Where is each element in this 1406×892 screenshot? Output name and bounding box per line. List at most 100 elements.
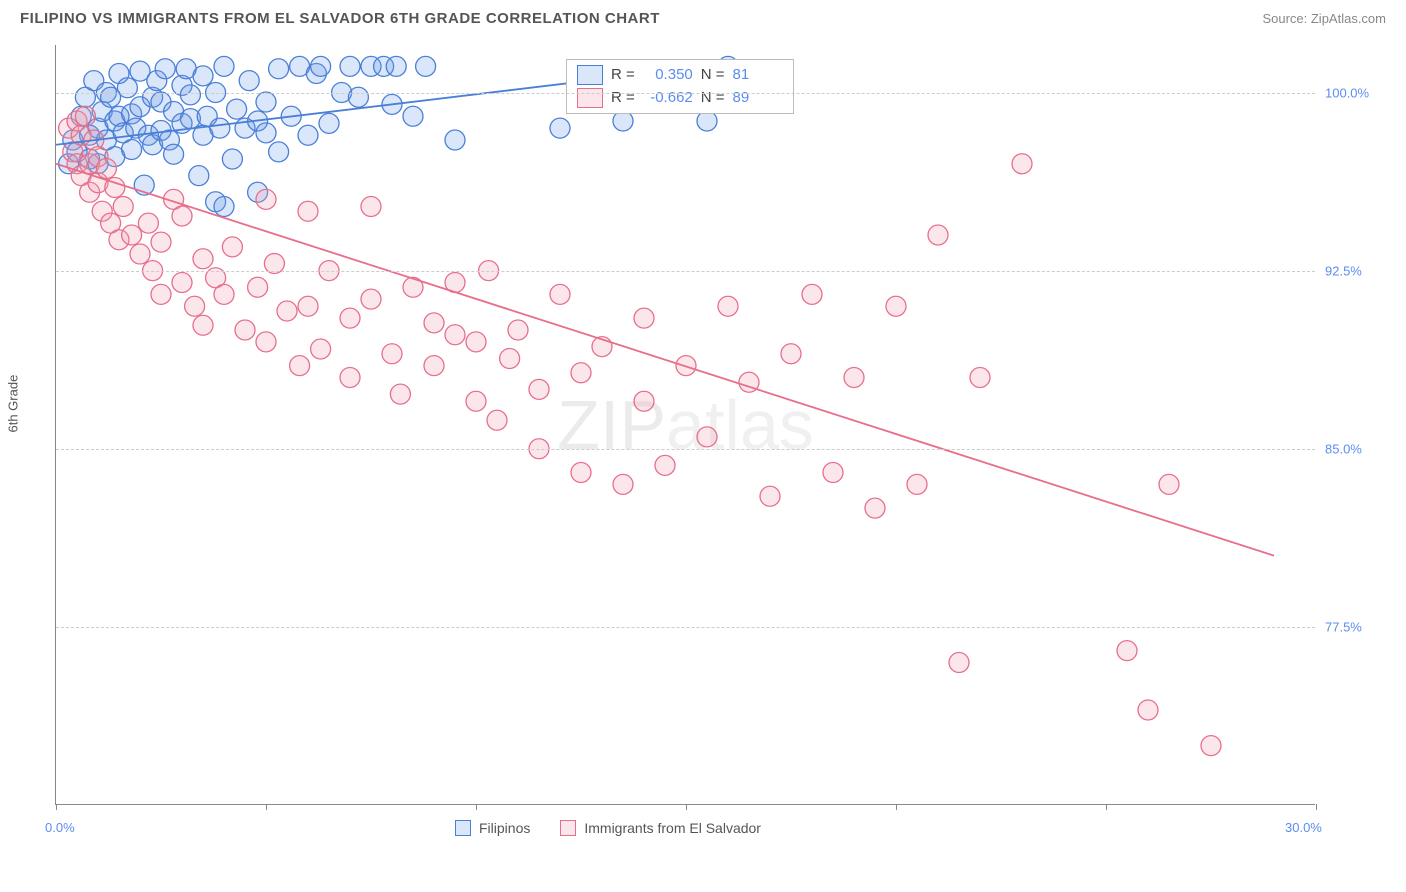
data-point bbox=[390, 384, 410, 404]
data-point bbox=[319, 113, 339, 133]
data-point bbox=[508, 320, 528, 340]
data-point bbox=[529, 379, 549, 399]
legend-swatch bbox=[577, 65, 603, 85]
data-point bbox=[138, 213, 158, 233]
data-point bbox=[760, 486, 780, 506]
gridline bbox=[56, 449, 1315, 450]
data-point bbox=[222, 149, 242, 169]
n-value: 89 bbox=[733, 87, 783, 110]
series-legend: Filipinos Immigrants from El Salvador bbox=[455, 820, 761, 836]
data-point bbox=[403, 106, 423, 126]
data-point bbox=[1117, 641, 1137, 661]
data-point bbox=[256, 92, 276, 112]
y-axis-title: 6th Grade bbox=[6, 375, 21, 433]
data-point bbox=[298, 296, 318, 316]
gridline bbox=[56, 93, 1315, 94]
legend-label: Filipinos bbox=[479, 820, 530, 836]
data-point bbox=[416, 56, 436, 76]
data-point bbox=[256, 332, 276, 352]
data-point bbox=[1159, 474, 1179, 494]
data-point bbox=[718, 296, 738, 316]
x-tick bbox=[686, 804, 687, 810]
plot-area: ZIPatlas R =0.350N =81R =-0.662N =89 bbox=[55, 45, 1315, 805]
data-point bbox=[151, 284, 171, 304]
data-point bbox=[386, 56, 406, 76]
data-point bbox=[550, 118, 570, 138]
correlation-legend: R = 0.350 N = 81 R = -0.662 N = 89 bbox=[566, 59, 794, 114]
data-point bbox=[189, 166, 209, 186]
legend-item: Immigrants from El Salvador bbox=[560, 820, 761, 836]
data-point bbox=[1012, 154, 1032, 174]
x-axis-min-label: 0.0% bbox=[45, 820, 75, 835]
n-value: 81 bbox=[733, 64, 783, 87]
data-point bbox=[1138, 700, 1158, 720]
data-point bbox=[214, 56, 234, 76]
x-axis-max-label: 30.0% bbox=[1285, 820, 1322, 835]
data-point bbox=[172, 206, 192, 226]
data-point bbox=[248, 277, 268, 297]
data-point bbox=[634, 391, 654, 411]
data-point bbox=[239, 71, 259, 91]
data-point bbox=[823, 463, 843, 483]
data-point bbox=[256, 123, 276, 143]
data-point bbox=[227, 99, 247, 119]
data-point bbox=[781, 344, 801, 364]
data-point bbox=[655, 455, 675, 475]
data-point bbox=[185, 296, 205, 316]
y-tick-label: 77.5% bbox=[1325, 619, 1362, 634]
data-point bbox=[466, 391, 486, 411]
data-point bbox=[151, 232, 171, 252]
data-point bbox=[235, 320, 255, 340]
data-point bbox=[298, 201, 318, 221]
data-point bbox=[466, 332, 486, 352]
data-point bbox=[193, 66, 213, 86]
data-point bbox=[802, 284, 822, 304]
data-point bbox=[269, 142, 289, 162]
data-point bbox=[445, 130, 465, 150]
data-point bbox=[886, 296, 906, 316]
data-point bbox=[361, 289, 381, 309]
data-point bbox=[340, 308, 360, 328]
data-point bbox=[487, 410, 507, 430]
r-value: 0.350 bbox=[643, 64, 693, 87]
r-label: R = bbox=[611, 64, 635, 87]
data-point bbox=[424, 313, 444, 333]
data-point bbox=[571, 363, 591, 383]
x-tick bbox=[1316, 804, 1317, 810]
n-label: N = bbox=[701, 87, 725, 110]
data-point bbox=[970, 368, 990, 388]
data-point bbox=[571, 463, 591, 483]
data-point bbox=[634, 308, 654, 328]
data-point bbox=[613, 111, 633, 131]
data-point bbox=[172, 273, 192, 293]
data-point bbox=[550, 284, 570, 304]
data-point bbox=[907, 474, 927, 494]
data-point bbox=[277, 301, 297, 321]
data-point bbox=[180, 85, 200, 105]
legend-label: Immigrants from El Salvador bbox=[584, 820, 761, 836]
data-point bbox=[290, 356, 310, 376]
legend-item: Filipinos bbox=[455, 820, 530, 836]
data-point bbox=[96, 159, 116, 179]
r-value: -0.662 bbox=[643, 87, 693, 110]
data-point bbox=[130, 244, 150, 264]
scatter-svg bbox=[56, 45, 1316, 805]
data-point bbox=[311, 339, 331, 359]
y-tick-label: 100.0% bbox=[1325, 85, 1369, 100]
data-point bbox=[210, 118, 230, 138]
source-attribution: Source: ZipAtlas.com bbox=[1262, 11, 1386, 26]
data-point bbox=[424, 356, 444, 376]
trendline bbox=[56, 164, 1274, 556]
data-point bbox=[222, 237, 242, 257]
x-tick bbox=[56, 804, 57, 810]
data-point bbox=[928, 225, 948, 245]
data-point bbox=[865, 498, 885, 518]
data-point bbox=[382, 344, 402, 364]
data-point bbox=[214, 197, 234, 217]
n-label: N = bbox=[701, 64, 725, 87]
r-label: R = bbox=[611, 87, 635, 110]
x-tick bbox=[476, 804, 477, 810]
data-point bbox=[193, 249, 213, 269]
data-point bbox=[117, 78, 137, 98]
data-point bbox=[500, 349, 520, 369]
